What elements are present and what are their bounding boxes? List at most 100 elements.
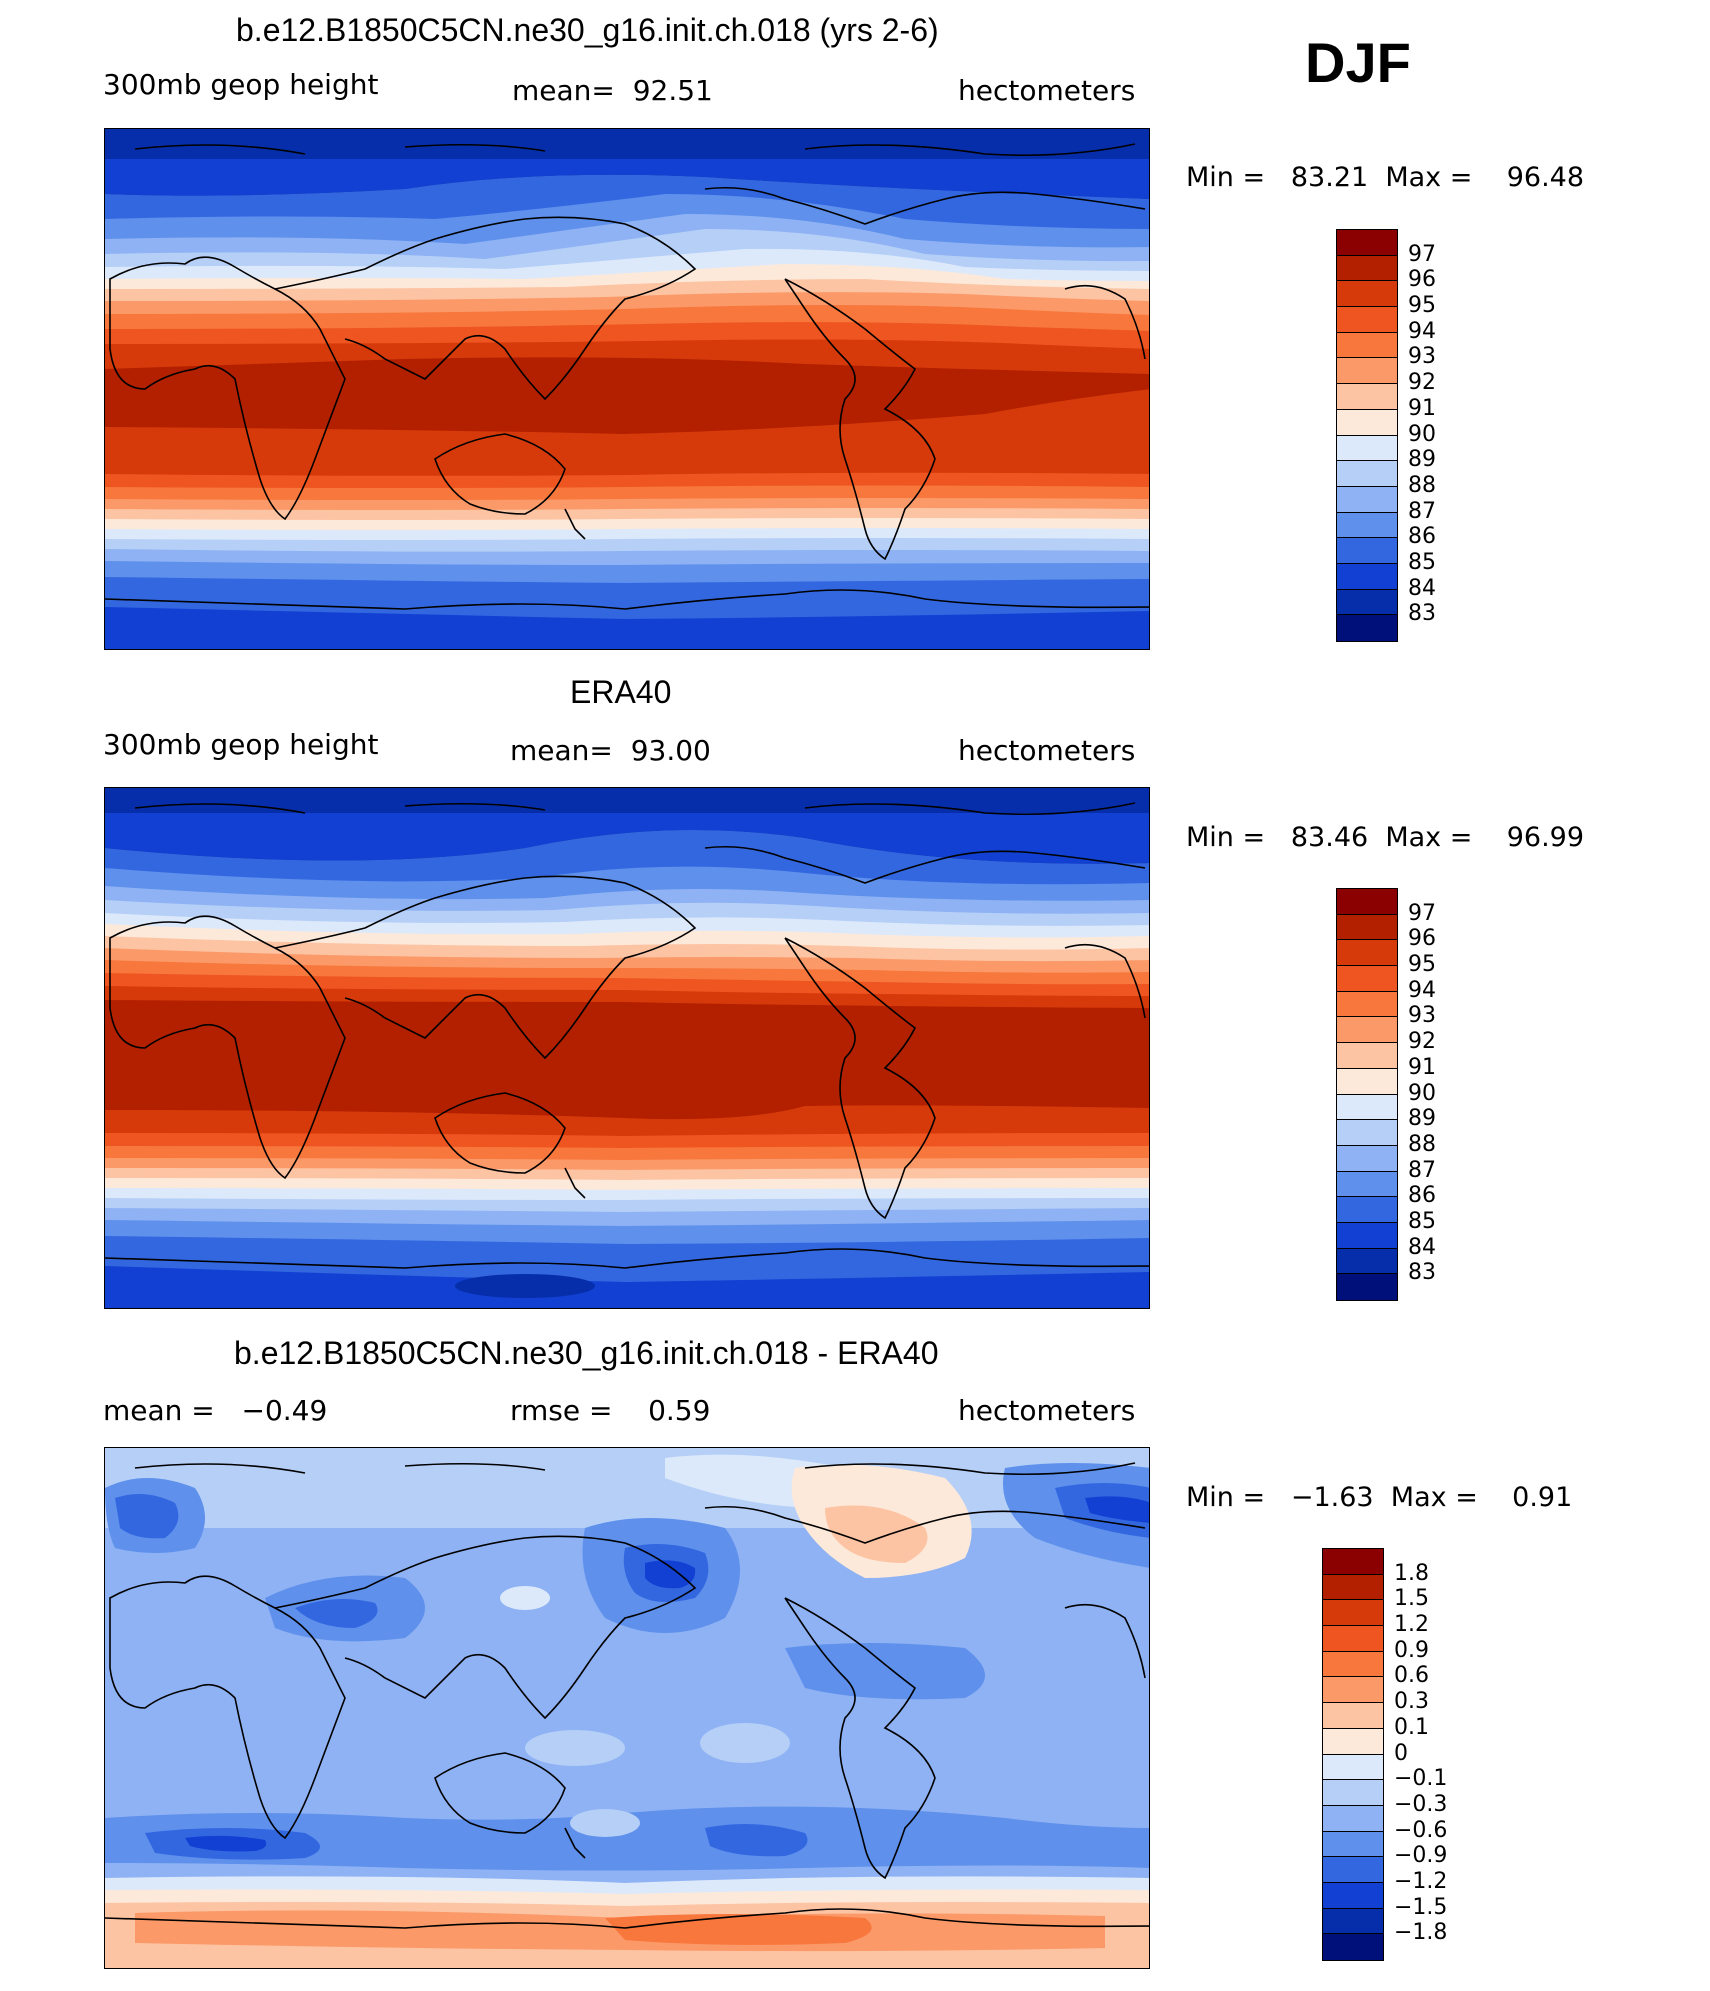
legend-label: 1.8 bbox=[1394, 1560, 1429, 1586]
legend-label: 87 bbox=[1408, 1157, 1436, 1183]
legend-label: 83 bbox=[1408, 601, 1436, 627]
legend-label: 97 bbox=[1408, 900, 1436, 926]
legend-label: −1.2 bbox=[1394, 1868, 1448, 1894]
panel-3-contour-field bbox=[105, 1448, 1149, 1968]
legend-swatch bbox=[1337, 1248, 1397, 1275]
legend-label: 91 bbox=[1408, 1054, 1436, 1080]
legend-label: 96 bbox=[1408, 267, 1436, 293]
panel-3-units: hectometers bbox=[958, 1394, 1136, 1427]
panel-2-min-label: Min = bbox=[1186, 822, 1266, 853]
panel-1-max-label: Max = bbox=[1385, 162, 1473, 193]
legend-label: −0.1 bbox=[1394, 1766, 1448, 1792]
legend-swatch bbox=[1337, 1094, 1397, 1121]
panel-1-mean-label: mean= bbox=[512, 74, 615, 107]
legend-label: −0.9 bbox=[1394, 1843, 1448, 1869]
legend-swatch bbox=[1337, 1197, 1397, 1223]
legend-swatch bbox=[1337, 1068, 1397, 1095]
panel-3-mean-value: −0.49 bbox=[241, 1394, 328, 1427]
legend-swatch bbox=[1337, 332, 1397, 359]
legend-swatch bbox=[1337, 538, 1397, 564]
panel-2-mean-label: mean= bbox=[510, 734, 613, 767]
legend-swatch bbox=[1337, 966, 1397, 992]
legend-swatch bbox=[1337, 1274, 1397, 1300]
legend-label: −0.6 bbox=[1394, 1817, 1448, 1843]
panel-2-map bbox=[104, 787, 1150, 1309]
legend-label: 92 bbox=[1408, 370, 1436, 396]
legend-swatch bbox=[1337, 1171, 1397, 1198]
legend-label: 97 bbox=[1408, 241, 1436, 267]
legend-swatch bbox=[1337, 991, 1397, 1018]
legend-swatch bbox=[1323, 1600, 1383, 1627]
panel-1-title: b.e12.B1850C5CN.ne30_g16.init.ch.018 (yr… bbox=[236, 12, 939, 48]
panel-1-mean-value: 92.51 bbox=[632, 74, 713, 107]
legend-swatch bbox=[1323, 1677, 1383, 1704]
legend-label: 94 bbox=[1408, 318, 1436, 344]
legend-swatch bbox=[1337, 358, 1397, 385]
legend-label: 0.9 bbox=[1394, 1637, 1429, 1663]
panel-3-rmse-label: rmse = bbox=[510, 1394, 613, 1427]
legend-swatch bbox=[1337, 486, 1397, 513]
legend-label: 0.3 bbox=[1394, 1689, 1429, 1715]
legend-swatch bbox=[1337, 281, 1397, 308]
legend-swatch bbox=[1337, 230, 1397, 256]
legend-label: 87 bbox=[1408, 498, 1436, 524]
panel-3-max-label: Max = bbox=[1390, 1482, 1478, 1513]
legend-label: 94 bbox=[1408, 977, 1436, 1003]
legend-swatch bbox=[1337, 307, 1397, 333]
legend-label: 0.1 bbox=[1394, 1714, 1429, 1740]
panel-3-rmse-value: 0.59 bbox=[648, 1394, 711, 1427]
legend-swatch bbox=[1323, 1857, 1383, 1883]
legend-label: 0 bbox=[1394, 1740, 1408, 1766]
legend-swatch bbox=[1337, 409, 1397, 436]
legend-label: 85 bbox=[1408, 1208, 1436, 1234]
panel-2-title: ERA40 bbox=[570, 674, 672, 710]
panel-3-rmse: rmse = 0.59 bbox=[510, 1394, 710, 1427]
legend-swatch bbox=[1337, 615, 1397, 641]
season-label: DJF bbox=[1305, 31, 1411, 94]
legend-label: 88 bbox=[1408, 472, 1436, 498]
panel-2-contour-field bbox=[105, 788, 1149, 1308]
panel-2-max-value: 96.99 bbox=[1506, 822, 1585, 853]
panel-2-mean: mean= 93.00 bbox=[510, 734, 711, 767]
legend-swatch bbox=[1337, 435, 1397, 462]
legend-label: 95 bbox=[1408, 293, 1436, 319]
legend-label: 84 bbox=[1408, 1234, 1436, 1260]
panel-1-map bbox=[104, 128, 1150, 650]
legend-swatch bbox=[1337, 512, 1397, 539]
legend-label: 85 bbox=[1408, 549, 1436, 575]
panel-2-legend bbox=[1336, 888, 1398, 1301]
panel-3-coastlines bbox=[105, 1462, 1149, 1929]
legend-label: 89 bbox=[1408, 447, 1436, 473]
legend-label: 92 bbox=[1408, 1029, 1436, 1055]
panel-1-variable-label: 300mb geop height bbox=[103, 68, 379, 101]
panel-1-contour-field bbox=[105, 129, 1149, 649]
legend-swatch bbox=[1337, 255, 1397, 282]
legend-swatch bbox=[1323, 1626, 1383, 1652]
panel-1-coastlines bbox=[105, 143, 1149, 610]
legend-label: 95 bbox=[1408, 952, 1436, 978]
legend-label: −1.5 bbox=[1394, 1894, 1448, 1920]
legend-label: 90 bbox=[1408, 421, 1436, 447]
legend-swatch bbox=[1337, 1145, 1397, 1172]
legend-swatch bbox=[1323, 1728, 1383, 1755]
legend-label: −0.3 bbox=[1394, 1791, 1448, 1817]
panel-1-min-label: Min = bbox=[1186, 162, 1266, 193]
legend-swatch bbox=[1323, 1934, 1383, 1960]
legend-label: 1.2 bbox=[1394, 1612, 1429, 1638]
panel-3-map bbox=[104, 1447, 1150, 1969]
legend-label: 96 bbox=[1408, 926, 1436, 952]
legend-swatch bbox=[1323, 1831, 1383, 1858]
panel-3-max-value: 0.91 bbox=[1512, 1482, 1573, 1513]
panel-3-legend bbox=[1322, 1548, 1384, 1961]
legend-label: 89 bbox=[1408, 1106, 1436, 1132]
panel-1-max-value: 96.48 bbox=[1506, 162, 1585, 193]
panel-3-mean: mean = −0.49 bbox=[103, 1394, 327, 1427]
legend-swatch bbox=[1337, 589, 1397, 616]
legend-swatch bbox=[1323, 1805, 1383, 1832]
legend-swatch bbox=[1323, 1651, 1383, 1678]
legend-swatch bbox=[1337, 940, 1397, 967]
panel-1-legend bbox=[1336, 229, 1398, 642]
legend-swatch bbox=[1337, 1120, 1397, 1146]
legend-label: 91 bbox=[1408, 395, 1436, 421]
legend-label: 93 bbox=[1408, 1003, 1436, 1029]
